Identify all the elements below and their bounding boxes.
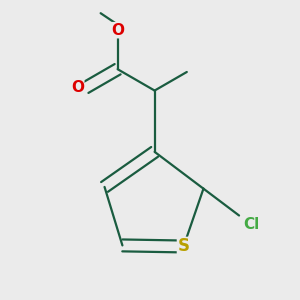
Text: Cl: Cl [243, 217, 259, 232]
Text: S: S [178, 238, 190, 256]
Text: O: O [111, 23, 124, 38]
Text: O: O [71, 80, 84, 95]
